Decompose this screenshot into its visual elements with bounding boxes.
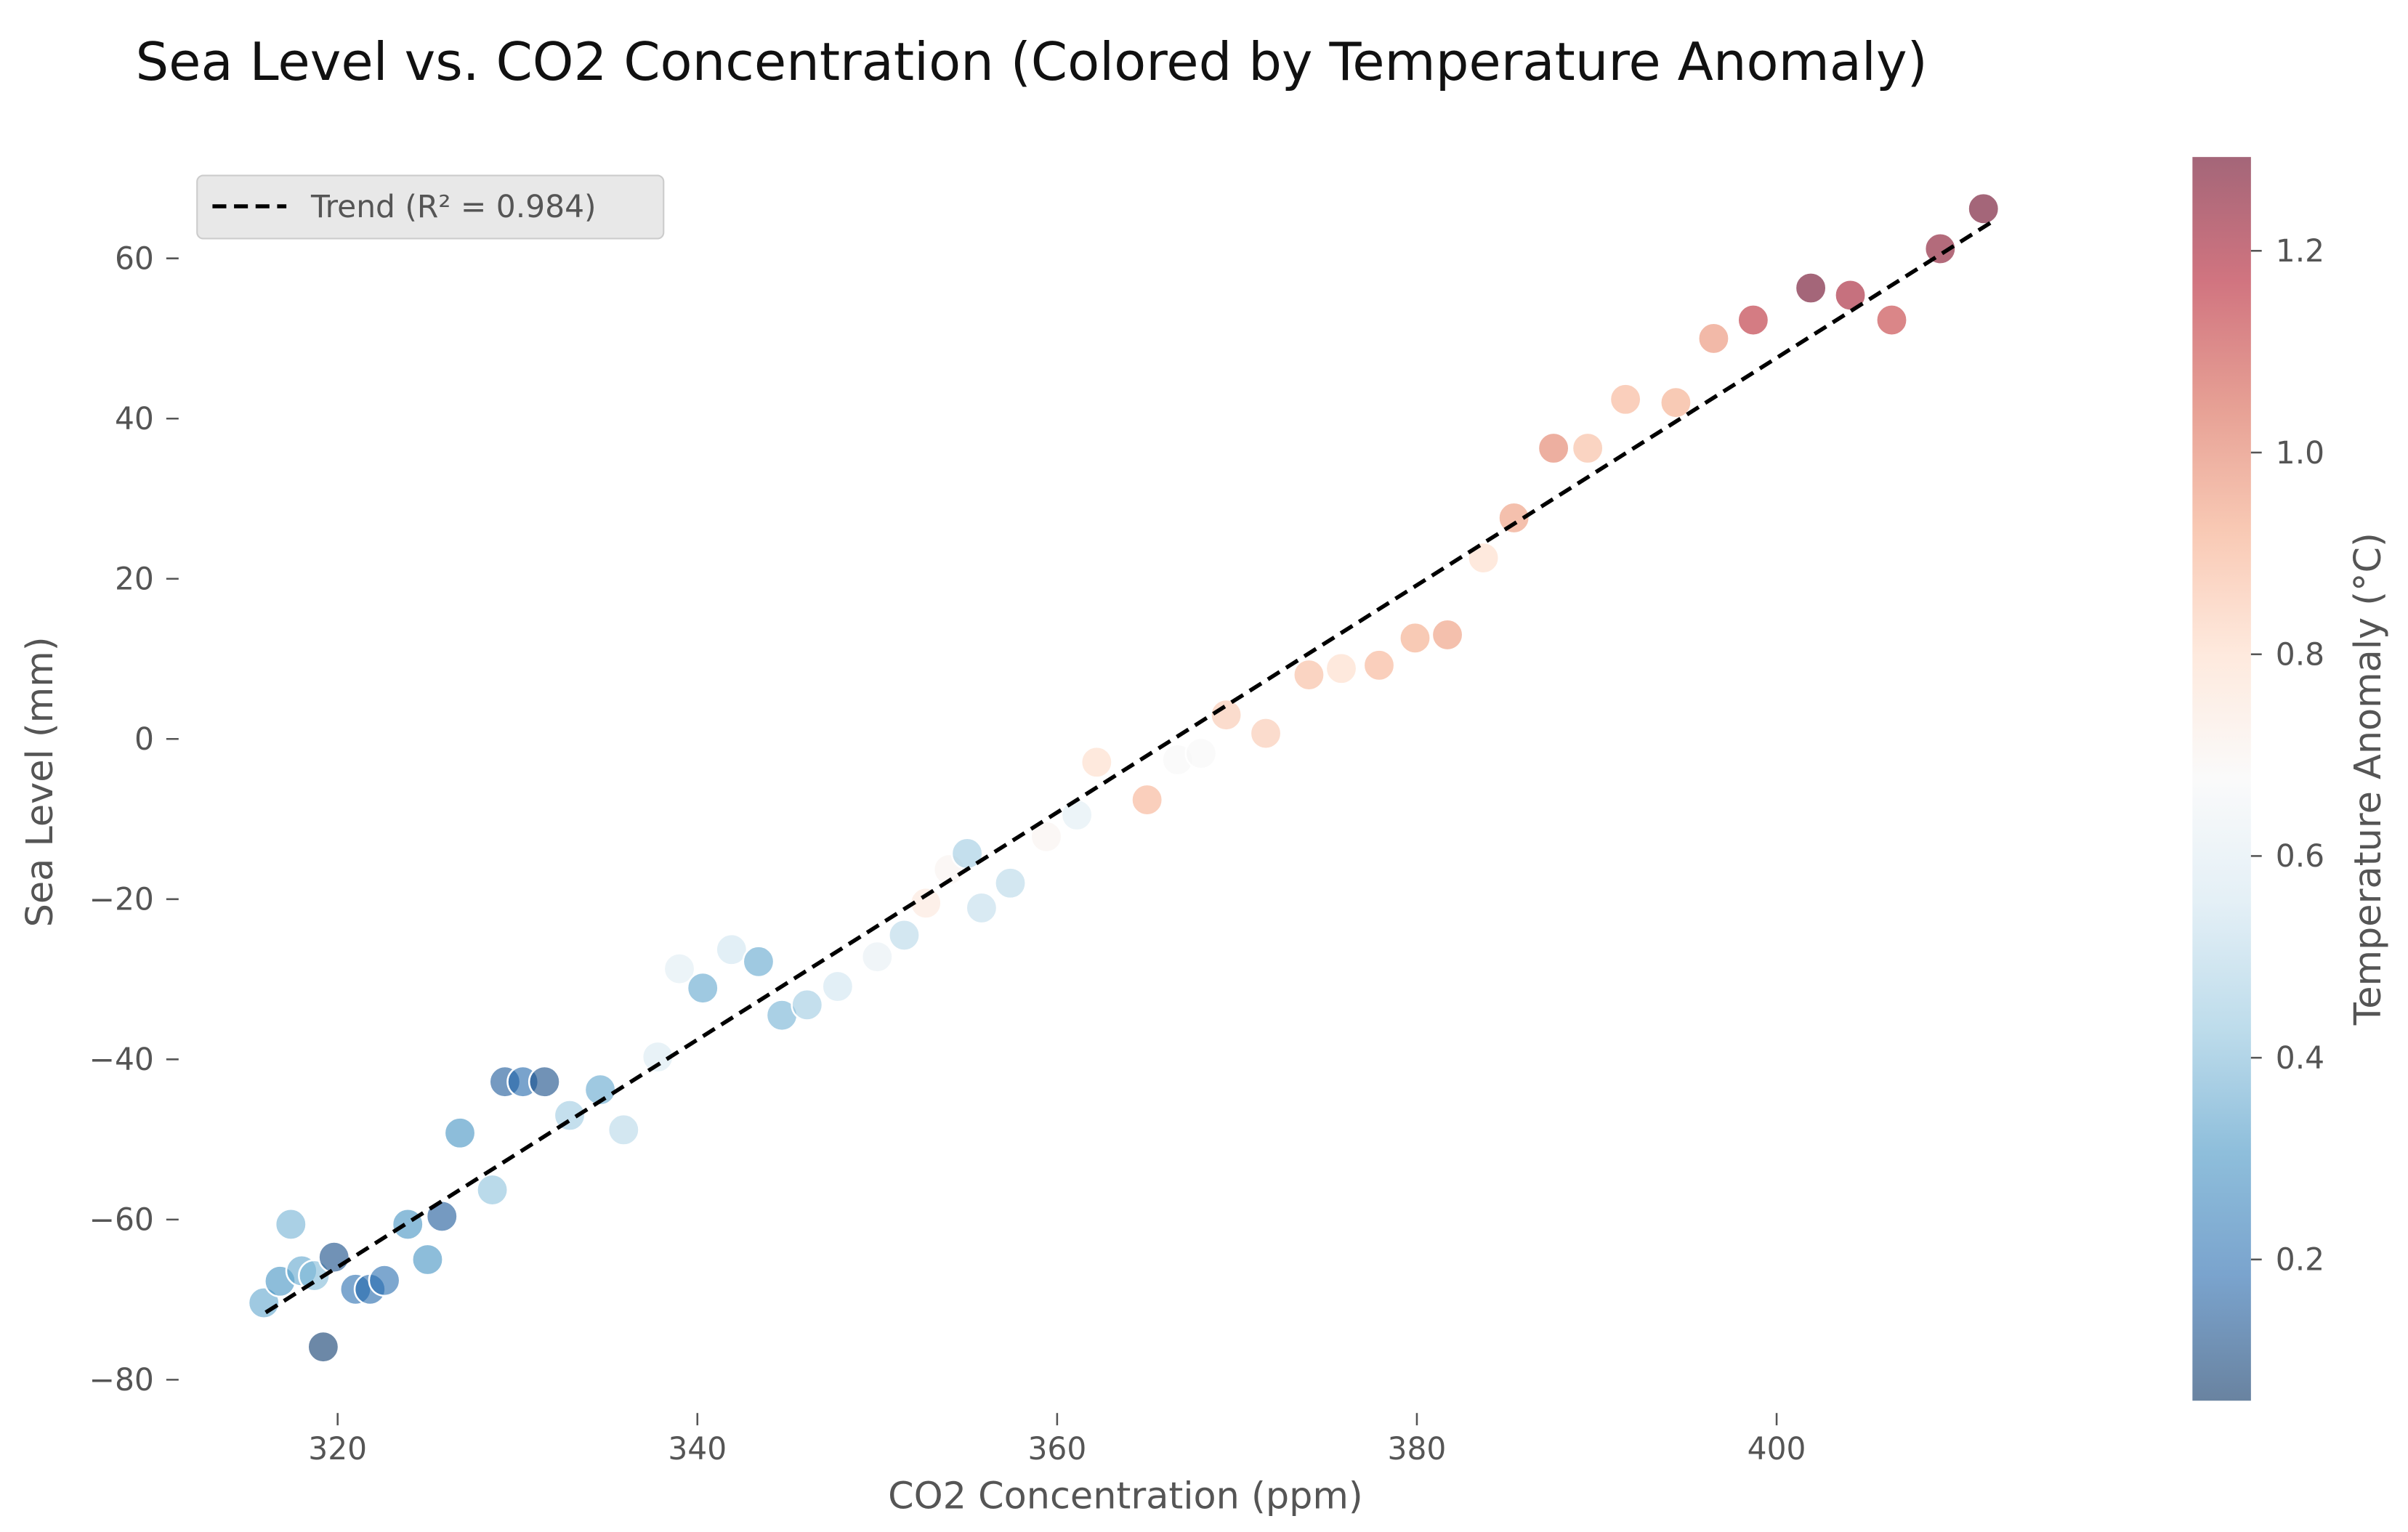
point (1060, 798, 1094, 832)
x-axis-label: CO2 Concentration (ppm) (888, 1475, 1363, 1517)
point (686, 971, 719, 1005)
colorbar-tick-label: 0.4 (2276, 1040, 2324, 1076)
colorbar-tick-label: 0.6 (2276, 838, 2324, 874)
point (274, 1208, 307, 1241)
point (607, 1113, 640, 1146)
y-tick-label: 60 (115, 241, 154, 277)
point (994, 867, 1027, 900)
point (821, 970, 854, 1003)
point (443, 1116, 477, 1150)
point (860, 940, 894, 973)
x-tick-label: 400 (1748, 1431, 1806, 1467)
x-tick-label: 320 (308, 1431, 367, 1467)
y-tick-label: 0 (134, 721, 154, 757)
colorbar-tick-label: 1.0 (2276, 435, 2324, 471)
point (1967, 192, 2000, 225)
y-axis-label: Sea Level (mm) (18, 636, 61, 927)
point (1537, 431, 1570, 465)
point (888, 918, 921, 952)
x-tick-label: 360 (1027, 1431, 1086, 1467)
point (318, 1241, 351, 1274)
point (1609, 383, 1642, 416)
point (476, 1173, 509, 1207)
y-tick-label: 20 (115, 562, 154, 597)
point (1834, 278, 1867, 312)
point (742, 945, 775, 978)
point (1362, 649, 1396, 682)
x-tick-label: 340 (668, 1431, 727, 1467)
point (1875, 304, 1908, 337)
x-tick-label: 380 (1388, 1431, 1447, 1467)
trend-line (264, 219, 1994, 1315)
point (1184, 737, 1218, 770)
point (1794, 272, 1827, 304)
point (1080, 745, 1113, 779)
point (1210, 698, 1243, 731)
point (1923, 232, 1957, 265)
chart-title: Sea Level vs. CO2 Concentration (Colored… (135, 31, 1927, 92)
point (1030, 820, 1063, 854)
point (1431, 618, 1464, 652)
point (528, 1065, 561, 1098)
point (368, 1264, 401, 1297)
point (1697, 322, 1730, 355)
point (1571, 431, 1604, 465)
point (715, 933, 748, 966)
colorbar-tick-label: 1.2 (2276, 233, 2324, 269)
point (411, 1243, 444, 1276)
y-tick-label: −20 (89, 882, 153, 917)
point (1498, 501, 1531, 535)
legend-box (196, 174, 665, 240)
colorbar (2192, 157, 2251, 1401)
point (425, 1199, 458, 1233)
legend-label: Trend (R² = 0.984) (310, 189, 597, 224)
colorbar-label: Temperature Anomaly (°C) (2346, 532, 2389, 1026)
y-tick-label: −40 (89, 1042, 153, 1077)
point (791, 988, 824, 1021)
point (1737, 304, 1770, 337)
point (1292, 658, 1325, 692)
point (965, 891, 998, 925)
point (1399, 621, 1431, 654)
point (1249, 717, 1282, 750)
point (1325, 652, 1358, 685)
y-tick-label: −60 (89, 1202, 153, 1238)
colorbar-tick-label: 0.8 (2276, 637, 2324, 673)
colorbar-tick-label: 0.2 (2276, 1242, 2324, 1278)
point (663, 952, 696, 986)
point (1467, 541, 1500, 575)
point (307, 1330, 340, 1363)
point (1659, 386, 1692, 419)
y-tick-label: −80 (89, 1362, 153, 1398)
point (1131, 783, 1164, 816)
y-tick-label: 40 (115, 401, 154, 437)
